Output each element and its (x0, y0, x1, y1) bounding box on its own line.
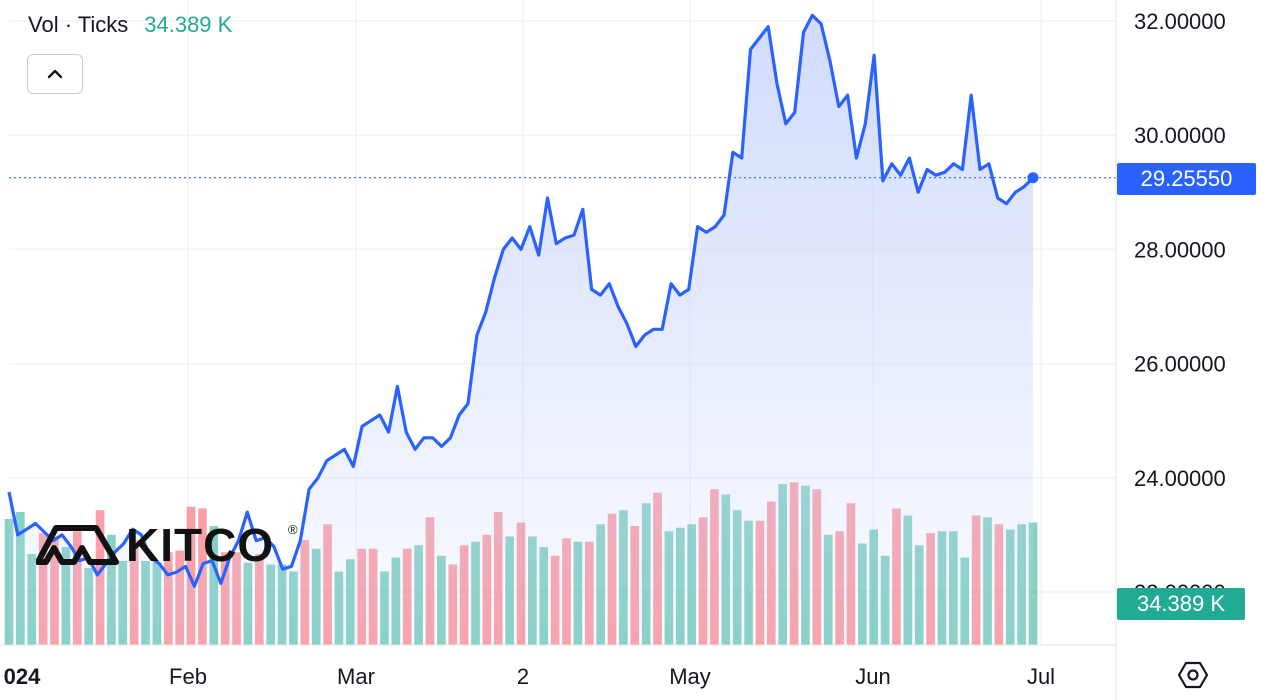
x-tick-label: Feb (169, 664, 207, 689)
collapse-legend-button[interactable] (27, 54, 83, 94)
x-axis: 024 Feb Mar 2 May Jun Jul (0, 644, 1116, 689)
x-tick-label: Jul (1027, 664, 1055, 689)
y-tick-label: 26.00000 (1134, 352, 1226, 377)
x-tick-label: Jun (855, 664, 890, 689)
chart-legend: Vol · Ticks 34.389 K (28, 12, 232, 38)
y-tick-label: 24.00000 (1134, 466, 1226, 491)
y-axis: 32.00000 30.00000 28.00000 26.00000 24.00000… (1115, 0, 1226, 700)
volume-value-label: 34.389 K (1117, 588, 1245, 620)
x-tick-label: Mar (337, 664, 375, 689)
logo-registered-mark: ® (288, 522, 298, 537)
price-series-line (7, 13, 1035, 588)
price-area-fill (9, 15, 1033, 646)
last-price-label: 29.25550 (1117, 163, 1256, 195)
x-tick-label: May (669, 664, 711, 689)
kitco-logo: KITCO ® (36, 518, 298, 572)
price-area (9, 15, 1033, 646)
y-tick-label: 30.00000 (1134, 123, 1226, 148)
y-tick-label: 32.00000 (1134, 9, 1226, 34)
legend-volume-value: 34.389 K (144, 12, 233, 37)
logo-text: KITCO (126, 519, 275, 571)
legend-label: Vol · Ticks (28, 12, 129, 37)
chevron-up-icon (47, 69, 63, 79)
y-tick-label: 28.00000 (1134, 237, 1226, 262)
x-tick-label: 024 (4, 664, 41, 689)
settings-icon[interactable] (1178, 660, 1208, 690)
x-tick-label: 2 (517, 664, 529, 689)
last-price-marker (1027, 172, 1039, 184)
price-line (7, 13, 1117, 588)
kitco-logo-mark (36, 525, 119, 565)
